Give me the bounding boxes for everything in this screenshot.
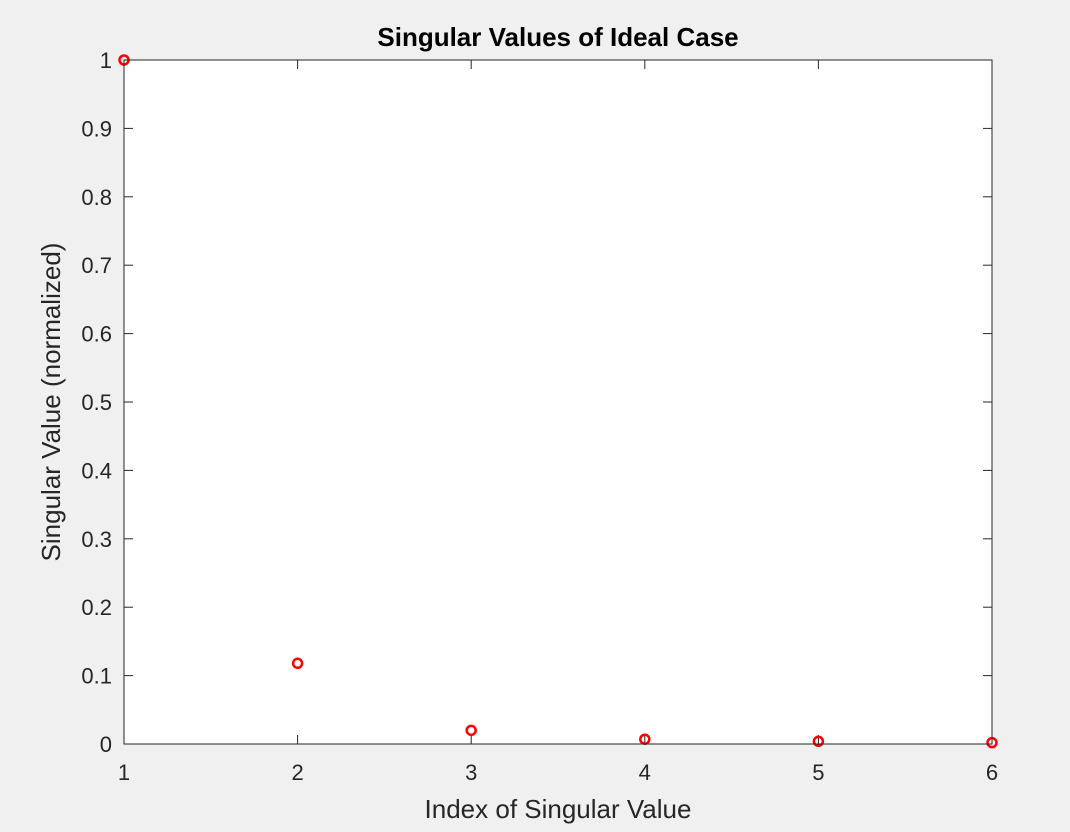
y-tick-label: 0: [100, 732, 112, 757]
y-tick-label: 0.4: [81, 458, 112, 483]
data-point: [812, 735, 825, 748]
data-point: [291, 657, 304, 670]
x-tick-label: 1: [118, 760, 130, 785]
y-tick-label: 1: [100, 48, 112, 73]
chart-title: Singular Values of Ideal Case: [377, 22, 738, 52]
y-tick-label: 0.6: [81, 322, 112, 347]
x-tick-label: 2: [291, 760, 303, 785]
y-tick-label: 0.9: [81, 116, 112, 141]
x-tick-label: 4: [639, 760, 651, 785]
y-tick-label: 0.7: [81, 253, 112, 278]
y-axis-label: Singular Value (normalized): [36, 243, 66, 562]
plot-area: [124, 60, 992, 744]
tick-labels: 1 2 3 4 5 6 0 0.1 0.2 0.3 0.4 0.5 0.6 0.7 0.8 0.9 1: [81, 48, 998, 785]
axes-box: [123, 59, 993, 745]
x-axis-label: Index of Singular Value: [425, 794, 692, 824]
y-tick-label: 0.8: [81, 185, 112, 210]
y-tick-label: 0.2: [81, 595, 112, 620]
y-tick-label: 0.5: [81, 390, 112, 415]
x-tick-label: 5: [812, 760, 824, 785]
y-tick-label: 0.1: [81, 664, 112, 689]
data-point: [465, 724, 477, 737]
x-tick-label: 6: [986, 760, 998, 785]
y-tick-label: 0.3: [81, 527, 112, 552]
x-tick-label: 3: [465, 760, 477, 785]
